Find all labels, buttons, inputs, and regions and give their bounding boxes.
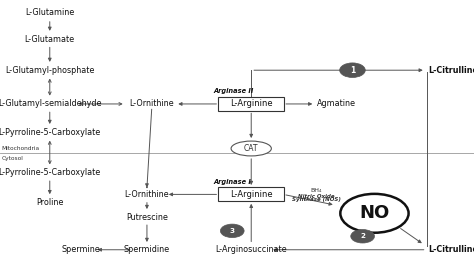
Text: Mitochondria: Mitochondria (1, 146, 39, 151)
Text: CAT: CAT (244, 144, 258, 153)
Text: Cytosol: Cytosol (1, 156, 23, 161)
Text: 2: 2 (360, 233, 365, 239)
Text: L-Arginine: L-Arginine (230, 190, 273, 199)
Text: NO: NO (359, 204, 390, 222)
Text: BH₄: BH₄ (311, 188, 322, 193)
Ellipse shape (231, 141, 271, 156)
Text: L-Citrulline: L-Citrulline (428, 66, 474, 75)
Text: Proline: Proline (36, 198, 64, 207)
Text: Agmatine: Agmatine (317, 99, 356, 109)
Circle shape (340, 194, 409, 233)
Text: L-Pyrroline-5-Carboxylate: L-Pyrroline-5-Carboxylate (0, 128, 101, 137)
Text: 1: 1 (350, 66, 355, 75)
Text: Putrescine: Putrescine (126, 213, 168, 222)
Circle shape (340, 63, 365, 77)
Text: Spermidine: Spermidine (124, 245, 170, 254)
Text: L-Glutamine: L-Glutamine (25, 8, 74, 17)
Text: Arginase II: Arginase II (213, 88, 254, 94)
Text: Spermine: Spermine (61, 245, 100, 254)
FancyBboxPatch shape (218, 97, 284, 111)
Circle shape (220, 224, 244, 238)
Text: L-Ornithine: L-Ornithine (125, 190, 169, 199)
Text: L-Pyrroline-5-Carboxylate: L-Pyrroline-5-Carboxylate (0, 168, 101, 177)
Text: Arginase I: Arginase I (213, 179, 251, 185)
Text: L-Arginosuccinate: L-Arginosuccinate (215, 245, 287, 254)
FancyBboxPatch shape (218, 187, 284, 201)
Text: 3: 3 (230, 228, 235, 234)
Text: L-Glutamate: L-Glutamate (25, 35, 75, 44)
Text: L-Citrulline: L-Citrulline (428, 245, 474, 254)
Text: Synthase (NOS): Synthase (NOS) (292, 197, 341, 202)
Text: Nitric Oxide: Nitric Oxide (298, 194, 335, 199)
Circle shape (351, 230, 374, 243)
Text: L-Arginine: L-Arginine (230, 99, 273, 109)
Text: L-Glutamyl-semialdehyde: L-Glutamyl-semialdehyde (0, 99, 101, 109)
Text: L-Glutamyl-phosphate: L-Glutamyl-phosphate (5, 66, 94, 75)
Text: L-Ornithine: L-Ornithine (129, 99, 174, 109)
